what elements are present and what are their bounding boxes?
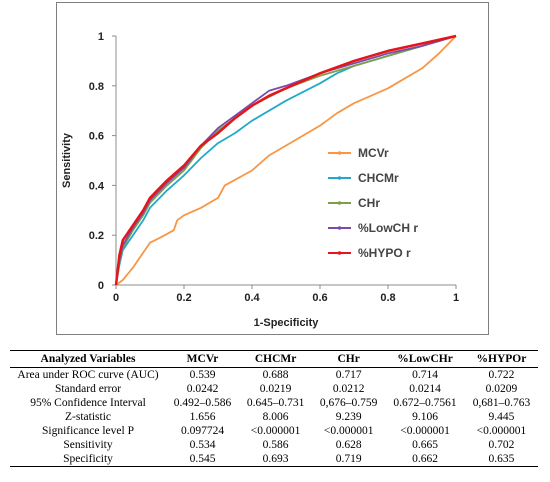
table-cell: <0.000001 xyxy=(323,425,374,437)
table-cell: 0.097724 xyxy=(180,425,225,437)
table-cell: <0.000001 xyxy=(476,425,527,437)
table-cell: 0.0214 xyxy=(409,383,441,395)
roc-chart: 0 0.2 0.4 0.6 0.8 1 0 0.2 0.4 0.6 0.8 1 1-Specificit… xyxy=(56,2,489,335)
table-row: 95% Confidence Interval 0.492–0.586 0.645–… xyxy=(10,396,538,410)
legend-marker-1 xyxy=(337,176,342,180)
table-header-row: Analyzed Variables MCVr CHCMr CHr %LowCHr %HY… xyxy=(10,350,538,368)
table-cell: 0.702 xyxy=(488,439,515,451)
table-cell: 0.688 xyxy=(262,369,289,381)
table-cell: 0.0219 xyxy=(259,383,292,395)
table-cell: 0.0209 xyxy=(485,383,518,395)
series-line-4 xyxy=(114,34,457,286)
x-tick-label: 1 xyxy=(453,292,459,304)
roc-chart-svg: 0 0.2 0.4 0.6 0.8 1 0 0.2 0.4 0.6 0.8 1 1-Specificit… xyxy=(61,31,459,329)
x-tick-label: 0.6 xyxy=(312,292,327,304)
table-cell: 0.645–0.731 xyxy=(246,397,305,409)
table-cell: 95% Confidence Interval xyxy=(30,397,146,409)
table-cell: 0.693 xyxy=(239,452,313,467)
table-cell: 0.492–0.586 xyxy=(173,397,232,409)
table-cell: 0,676–0.759 xyxy=(319,397,378,409)
table-cell: 0.714 xyxy=(412,369,438,381)
table-cell: 9.239 xyxy=(335,411,362,423)
legend-label-2: CHr xyxy=(358,196,380,210)
table-cell: Sensitivity xyxy=(63,439,113,451)
x-tick-label: 0.2 xyxy=(176,292,191,304)
table-cell: 0.722 xyxy=(488,369,515,381)
legend-label-1: CHCMr xyxy=(358,171,399,185)
x-tick-label: 0 xyxy=(113,292,119,304)
table-row: Z-statistic 1.656 8.006 9.239 9.106 9.445 xyxy=(10,410,538,424)
table-cell: Area under ROC curve (AUC) xyxy=(17,369,159,381)
table-row: Specificity 0.545 0.693 0.719 0.662 0.635 xyxy=(10,452,538,467)
table-header-cell: CHCMr xyxy=(239,350,313,368)
y-tick-label: 1 xyxy=(98,31,104,43)
table-cell: <0.000001 xyxy=(400,425,450,437)
table-cell: Standard error xyxy=(54,383,122,395)
series-line-3 xyxy=(115,35,457,286)
table-cell: 8.006 xyxy=(262,411,289,423)
y-tick-label: 0.8 xyxy=(89,81,104,93)
y-tick-label: 0.4 xyxy=(89,180,105,192)
legend-marker-2 xyxy=(337,201,342,205)
table-cell: 0.719 xyxy=(312,452,386,467)
table-cell: 0.628 xyxy=(335,439,362,451)
legend-marker-3 xyxy=(337,226,342,230)
y-tick-label: 0.2 xyxy=(89,230,104,242)
table-cell: 0.0242 xyxy=(186,383,219,395)
x-tick-label: 0.8 xyxy=(380,292,395,304)
table-cell: 0,681–0.763 xyxy=(472,397,531,409)
table-cell: 9.106 xyxy=(412,411,438,423)
table-cell: 0.539 xyxy=(189,369,216,381)
series-line-0 xyxy=(115,35,457,286)
x-tick-label: 0.4 xyxy=(244,292,260,304)
legend-label-4: %HYPO r xyxy=(358,246,411,260)
table-header-cell: %LowCHr xyxy=(385,350,465,368)
legend-label-0: MCVr xyxy=(358,146,389,160)
table-cell: 0.717 xyxy=(335,369,362,381)
table-cell: 9.445 xyxy=(488,411,515,423)
legend-label-3: %LowCH r xyxy=(358,221,418,235)
table-header-cell: Analyzed Variables xyxy=(10,350,166,368)
table-body: Area under ROC curve (AUC) 0.539 0.688 0.71… xyxy=(10,368,538,467)
y-tick-label: 0.6 xyxy=(89,131,104,143)
y-axis-label: Sensitivity xyxy=(61,132,73,188)
table-cell: 0.672–0.7561 xyxy=(393,397,457,409)
table-cell: Specificity xyxy=(10,452,166,467)
table-cell: 0.635 xyxy=(464,452,538,467)
table-row: Standard error 0.0242 0.0219 0.0212 0.0214 0.… xyxy=(10,382,538,396)
table-header-cell: %HYPOr xyxy=(464,350,538,368)
x-axis-label: 1-Specificity xyxy=(254,317,320,329)
table-cell: <0.000001 xyxy=(250,425,301,437)
table-cell: Significance level P xyxy=(42,425,134,437)
table-cell: 0.665 xyxy=(412,439,438,451)
table-cell: 0.662 xyxy=(385,452,465,467)
table-row: Significance level P 0.097724 <0.000001 <0.… xyxy=(10,424,538,438)
stats-table: Analyzed Variables MCVr CHCMr CHr %LowCHr %HY… xyxy=(10,350,538,467)
y-tick-label: 0 xyxy=(98,280,104,292)
table-row: Area under ROC curve (AUC) 0.539 0.688 0.71… xyxy=(10,368,538,383)
table-cell: 1.656 xyxy=(189,411,216,423)
legend-marker-4 xyxy=(337,251,342,255)
table-cell: 0.545 xyxy=(166,452,240,467)
table-cell: 0.586 xyxy=(262,439,289,451)
table-cell: 0.0212 xyxy=(332,383,365,395)
legend-marker-0 xyxy=(337,151,342,155)
table-row: Sensitivity 0.534 0.586 0.628 0.665 0.702 xyxy=(10,438,538,452)
table-header-cell: CHr xyxy=(312,350,386,368)
table-cell: 0.534 xyxy=(189,439,216,451)
table-cell: Z-statistic xyxy=(65,411,111,423)
table-header-cell: MCVr xyxy=(166,350,240,368)
